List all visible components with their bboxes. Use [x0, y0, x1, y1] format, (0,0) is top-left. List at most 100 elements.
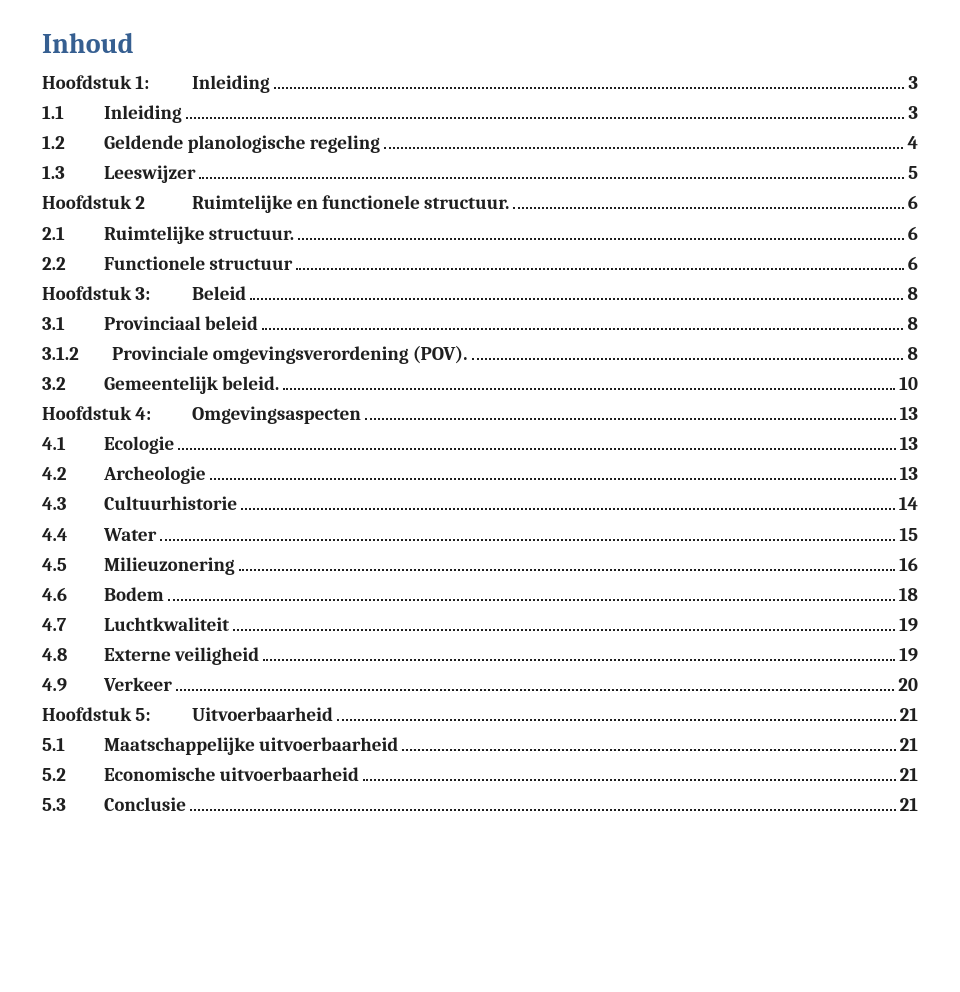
- toc-entry-label: Provinciaal beleid: [104, 313, 258, 335]
- toc-entry-page: 15: [899, 524, 918, 546]
- toc-entry-number: 5.3: [42, 794, 104, 816]
- dot-leader: [283, 371, 895, 390]
- toc-entry: 3.2Gemeentelijk beleid. 10: [42, 371, 918, 395]
- dot-leader: [337, 702, 896, 721]
- toc-entry-page: 8: [907, 343, 918, 365]
- toc-entry: 4.6Bodem18: [42, 582, 918, 606]
- toc-entry-label: Gemeentelijk beleid.: [104, 373, 279, 395]
- toc-entry-label: Beleid: [192, 283, 246, 305]
- toc-entry-label: Externe veiligheid: [104, 644, 259, 666]
- toc-entry-label: Cultuurhistorie: [104, 493, 237, 515]
- toc-entry-page: 21: [900, 764, 918, 786]
- toc-entry-label: Ruimtelijke en functionele structuur.: [192, 192, 509, 214]
- toc-entry-page: 19: [899, 614, 918, 636]
- toc-entry-label: Economische uitvoerbaarheid: [104, 764, 359, 786]
- toc-entry-number: 5.1: [42, 734, 104, 756]
- toc-entry-page: 8: [907, 283, 918, 305]
- toc-entry: 4.4Water15: [42, 521, 918, 545]
- toc-entry-page: 21: [900, 734, 918, 756]
- toc-entry-number: Hoofdstuk 5:: [42, 704, 192, 726]
- toc-entry-number: Hoofdstuk 4:: [42, 403, 192, 425]
- toc-entry-number: 4.3: [42, 493, 104, 515]
- dot-leader: [363, 762, 896, 781]
- toc-entry-label: Ruimtelijke structuur.: [104, 223, 294, 245]
- toc-entry: Hoofdstuk 3:Beleid 8: [42, 281, 918, 305]
- dot-leader: [250, 281, 903, 300]
- toc-entry-page: 3: [908, 102, 918, 124]
- toc-entry-number: 4.4: [42, 524, 104, 546]
- dot-leader: [190, 792, 896, 811]
- toc-entry-number: 4.9: [42, 674, 104, 696]
- dot-leader: [402, 732, 895, 751]
- toc-entry: 4.2Archeologie 13: [42, 461, 918, 485]
- toc-entry-page: 13: [900, 433, 918, 455]
- toc-entry-label: Functionele structuur: [104, 253, 292, 275]
- toc-entry-label: Conclusie: [104, 794, 186, 816]
- toc-entry-page: 6: [908, 192, 918, 214]
- toc-entry-number: 3.2: [42, 373, 104, 395]
- toc-entry: 4.1Ecologie13: [42, 431, 918, 455]
- toc-entry-number: Hoofdstuk 3:: [42, 283, 192, 305]
- toc-entry: Hoofdstuk 4:Omgevingsaspecten 13: [42, 401, 918, 425]
- toc-entry-page: 13: [900, 463, 918, 485]
- toc-entry-label: Leeswijzer: [104, 162, 195, 184]
- toc-entry-page: 8: [907, 313, 918, 335]
- toc-entry-page: 10: [899, 373, 918, 395]
- toc-entry-label: Omgevingsaspecten: [192, 403, 361, 425]
- toc-entry-page: 14: [899, 493, 918, 515]
- dot-leader: [199, 160, 904, 179]
- toc-entry-number: 1.1: [42, 102, 104, 124]
- toc-entry: 2.1Ruimtelijke structuur.6: [42, 220, 918, 244]
- dot-leader: [178, 431, 895, 450]
- toc-entry-label: Maatschappelijke uitvoerbaarheid: [104, 734, 398, 756]
- toc-entry-label: Uitvoerbaarheid: [192, 704, 333, 726]
- dot-leader: [384, 130, 904, 149]
- toc-entry-label: Archeologie: [104, 463, 206, 485]
- toc-entry: Hoofdstuk 1:Inleiding3: [42, 70, 918, 94]
- toc-entry-number: 3.1.2: [42, 343, 112, 365]
- dot-leader: [176, 672, 894, 691]
- toc-entry: 4.8Externe veiligheid 19: [42, 642, 918, 666]
- toc-entry-page: 4: [907, 132, 918, 154]
- toc-entry-number: 5.2: [42, 764, 104, 786]
- toc-entry-number: 1.2: [42, 132, 104, 154]
- toc-entry-number: 4.2: [42, 463, 104, 485]
- toc-entry: 3.1.2Provinciale omgevingsverordening (P…: [42, 341, 918, 365]
- toc-entry: 4.9Verkeer20: [42, 672, 918, 696]
- toc-entry-page: 6: [908, 223, 918, 245]
- dot-leader: [263, 642, 895, 661]
- toc-entry-number: 4.5: [42, 554, 104, 576]
- toc-entry-page: 13: [900, 403, 918, 425]
- toc-entry-page: 6: [908, 253, 918, 275]
- toc-entry-page: 16: [899, 554, 918, 576]
- toc-entry-page: 5: [908, 162, 918, 184]
- toc-entry-page: 18: [899, 584, 918, 606]
- page-title: Inhoud: [42, 28, 918, 60]
- toc-entry-number: 4.8: [42, 644, 104, 666]
- toc-entry-number: 2.2: [42, 253, 104, 275]
- dot-leader: [239, 552, 895, 571]
- dot-leader: [210, 461, 896, 480]
- toc-entry: 5.3Conclusie 21: [42, 792, 918, 816]
- toc-entry: 5.1Maatschappelijke uitvoerbaarheid 21: [42, 732, 918, 756]
- dot-leader: [274, 70, 905, 89]
- toc-entry-page: 20: [898, 674, 918, 696]
- toc-entry: 1.2Geldende planologische regeling 4: [42, 130, 918, 154]
- toc-container: Hoofdstuk 1:Inleiding31.1Inleiding31.2Ge…: [42, 70, 918, 816]
- dot-leader: [472, 341, 904, 360]
- toc-entry: 2.2Functionele structuur 6: [42, 251, 918, 275]
- toc-entry-page: 19: [899, 644, 918, 666]
- dot-leader: [296, 251, 904, 270]
- toc-entry-number: 1.3: [42, 162, 104, 184]
- dot-leader: [262, 311, 904, 330]
- toc-entry-label: Inleiding: [104, 102, 182, 124]
- toc-entry-page: 21: [900, 794, 918, 816]
- toc-entry-number: Hoofdstuk 1:: [42, 72, 192, 94]
- dot-leader: [160, 521, 895, 540]
- dot-leader: [365, 401, 896, 420]
- toc-entry: Hoofdstuk 2Ruimtelijke en functionele st…: [42, 190, 918, 214]
- toc-entry-label: Geldende planologische regeling: [104, 132, 380, 154]
- toc-entry-number: 4.7: [42, 614, 104, 636]
- toc-entry-label: Provinciale omgevingsverordening (POV).: [112, 343, 468, 365]
- toc-entry-page: 3: [908, 72, 918, 94]
